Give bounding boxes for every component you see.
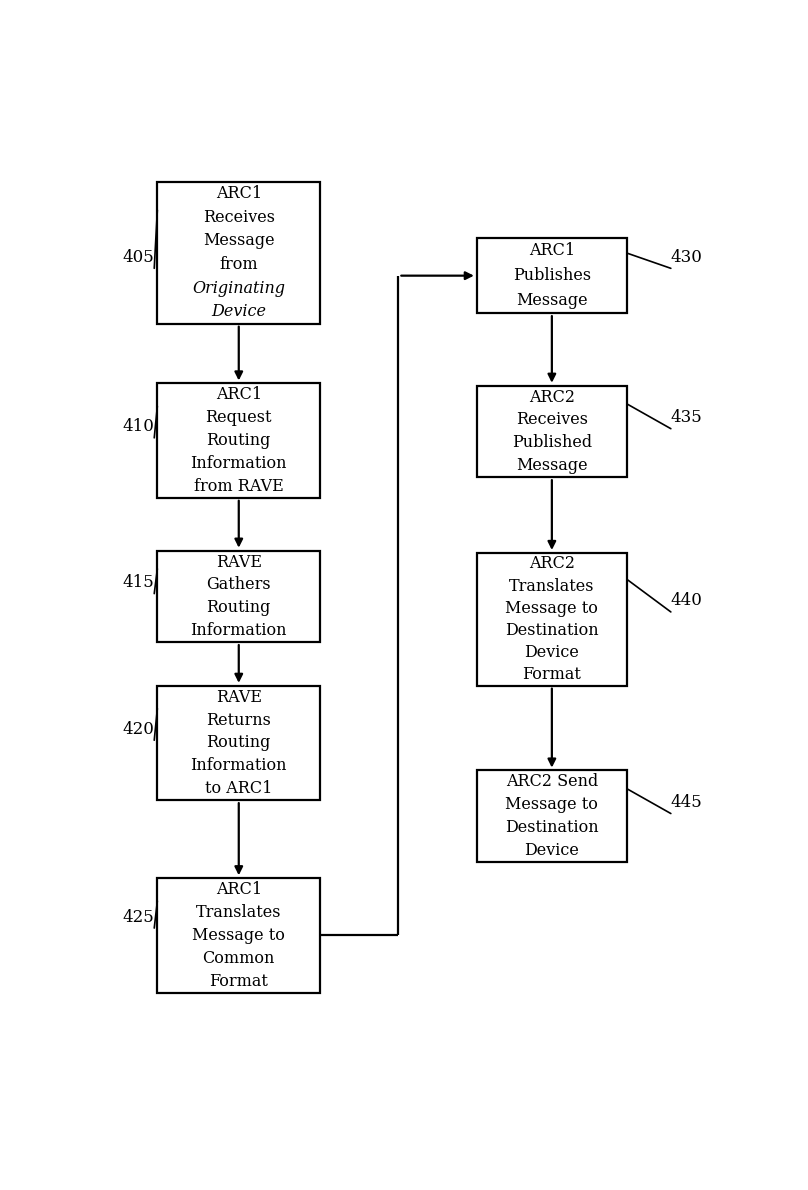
Text: 415: 415: [123, 574, 154, 591]
Bar: [158, 383, 320, 497]
Text: Routing: Routing: [207, 734, 271, 751]
Text: Information: Information: [191, 757, 287, 775]
Text: Message: Message: [203, 232, 275, 250]
Text: 440: 440: [671, 593, 702, 609]
Text: Device: Device: [524, 644, 579, 660]
Text: Message to: Message to: [506, 600, 598, 616]
Bar: [158, 182, 320, 324]
Text: Format: Format: [209, 972, 268, 990]
Text: to ARC1: to ARC1: [205, 781, 272, 797]
Text: RAVE: RAVE: [216, 553, 262, 570]
Text: Common: Common: [203, 950, 275, 966]
Text: Gathers: Gathers: [207, 576, 271, 594]
Text: Receives: Receives: [516, 412, 588, 428]
Text: Information: Information: [191, 622, 287, 639]
Text: Returns: Returns: [206, 712, 271, 728]
Text: Device: Device: [211, 303, 267, 320]
Bar: [158, 878, 320, 992]
Text: ARC2 Send: ARC2 Send: [506, 774, 598, 790]
Text: Routing: Routing: [207, 432, 271, 449]
Text: Destination: Destination: [505, 819, 599, 837]
Text: 430: 430: [671, 249, 702, 265]
Text: Information: Information: [191, 455, 287, 472]
Text: Message: Message: [516, 293, 587, 309]
Text: Originating: Originating: [192, 280, 285, 296]
Text: ARC1: ARC1: [528, 242, 575, 259]
Text: Message to: Message to: [506, 796, 598, 813]
Bar: [477, 770, 627, 862]
Text: Format: Format: [523, 666, 581, 683]
Text: Translates: Translates: [196, 904, 281, 921]
Text: ARC2: ARC2: [529, 389, 574, 406]
Text: Message to: Message to: [192, 927, 285, 944]
Text: from RAVE: from RAVE: [194, 478, 284, 495]
Text: Publishes: Publishes: [513, 268, 591, 284]
Text: Device: Device: [524, 843, 579, 859]
Text: from: from: [220, 256, 258, 273]
Text: 405: 405: [123, 249, 154, 265]
Bar: [477, 386, 627, 477]
Text: Routing: Routing: [207, 600, 271, 616]
Text: Published: Published: [511, 434, 592, 451]
Bar: [477, 553, 627, 685]
Text: ARC1: ARC1: [216, 387, 262, 403]
Text: ARC1: ARC1: [216, 881, 262, 898]
Text: Message: Message: [516, 457, 587, 475]
Text: 435: 435: [671, 409, 702, 426]
Text: ARC1: ARC1: [216, 186, 262, 202]
Text: RAVE: RAVE: [216, 689, 262, 706]
Bar: [477, 238, 627, 313]
Text: Request: Request: [205, 409, 272, 426]
Text: 445: 445: [671, 794, 702, 812]
Text: Destination: Destination: [505, 622, 599, 639]
Bar: [158, 685, 320, 800]
Text: Receives: Receives: [203, 208, 275, 226]
Text: 410: 410: [123, 419, 154, 436]
Text: 425: 425: [123, 909, 154, 926]
Bar: [158, 551, 320, 643]
Text: 420: 420: [123, 721, 154, 738]
Text: ARC2: ARC2: [529, 556, 574, 572]
Text: Translates: Translates: [509, 577, 595, 595]
